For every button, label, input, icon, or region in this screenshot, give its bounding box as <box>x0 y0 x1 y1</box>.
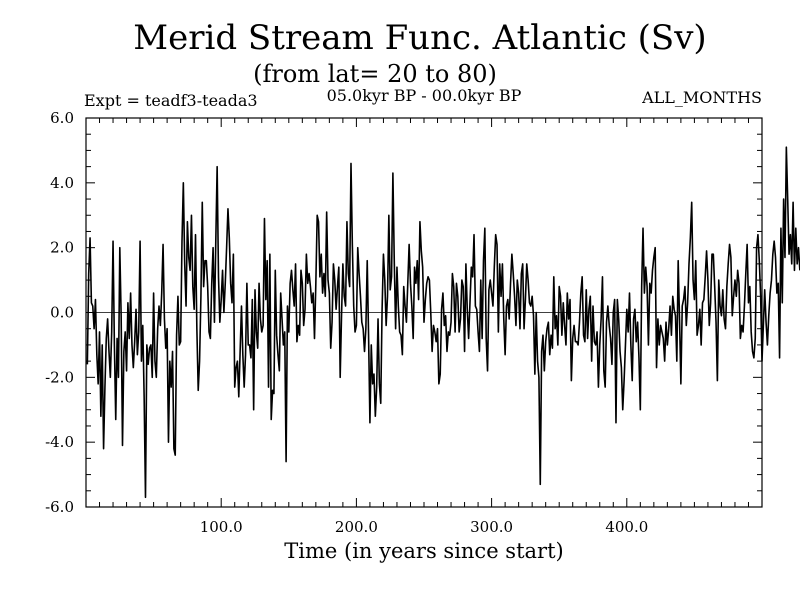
x-tick-label: 400.0 <box>605 518 648 536</box>
chart-subtitle: (from lat= 20 to 80) <box>253 60 497 88</box>
y-tick-label: -2.0 <box>45 368 74 386</box>
x-tick-label: 100.0 <box>200 518 243 536</box>
chart-title: Merid Stream Func. Atlantic (Sv) <box>133 18 706 58</box>
y-tick-label: 0.0 <box>50 304 74 322</box>
x-tick-labels: 100.0 200.0 300.0 400.0 <box>200 518 649 536</box>
x-tick-label: 200.0 <box>335 518 378 536</box>
series-line <box>86 146 800 499</box>
y-tick-label: 2.0 <box>50 239 74 257</box>
y-tick-label: -4.0 <box>45 433 74 451</box>
y-tick-label: -6.0 <box>45 498 74 516</box>
time-range-label: 05.0kyr BP - 00.0kyr BP <box>327 86 522 105</box>
x-tick-label: 300.0 <box>470 518 513 536</box>
months-label: ALL_MONTHS <box>641 88 762 107</box>
y-tick-labels: -6.0 -4.0 -2.0 0.0 2.0 4.0 6.0 <box>45 109 74 516</box>
x-axis-label: Time (in years since start) <box>284 539 563 563</box>
y-tick-label: 6.0 <box>50 109 74 127</box>
experiment-label: Expt = teadf3-teada3 <box>84 91 258 110</box>
y-tick-label: 4.0 <box>50 174 74 192</box>
